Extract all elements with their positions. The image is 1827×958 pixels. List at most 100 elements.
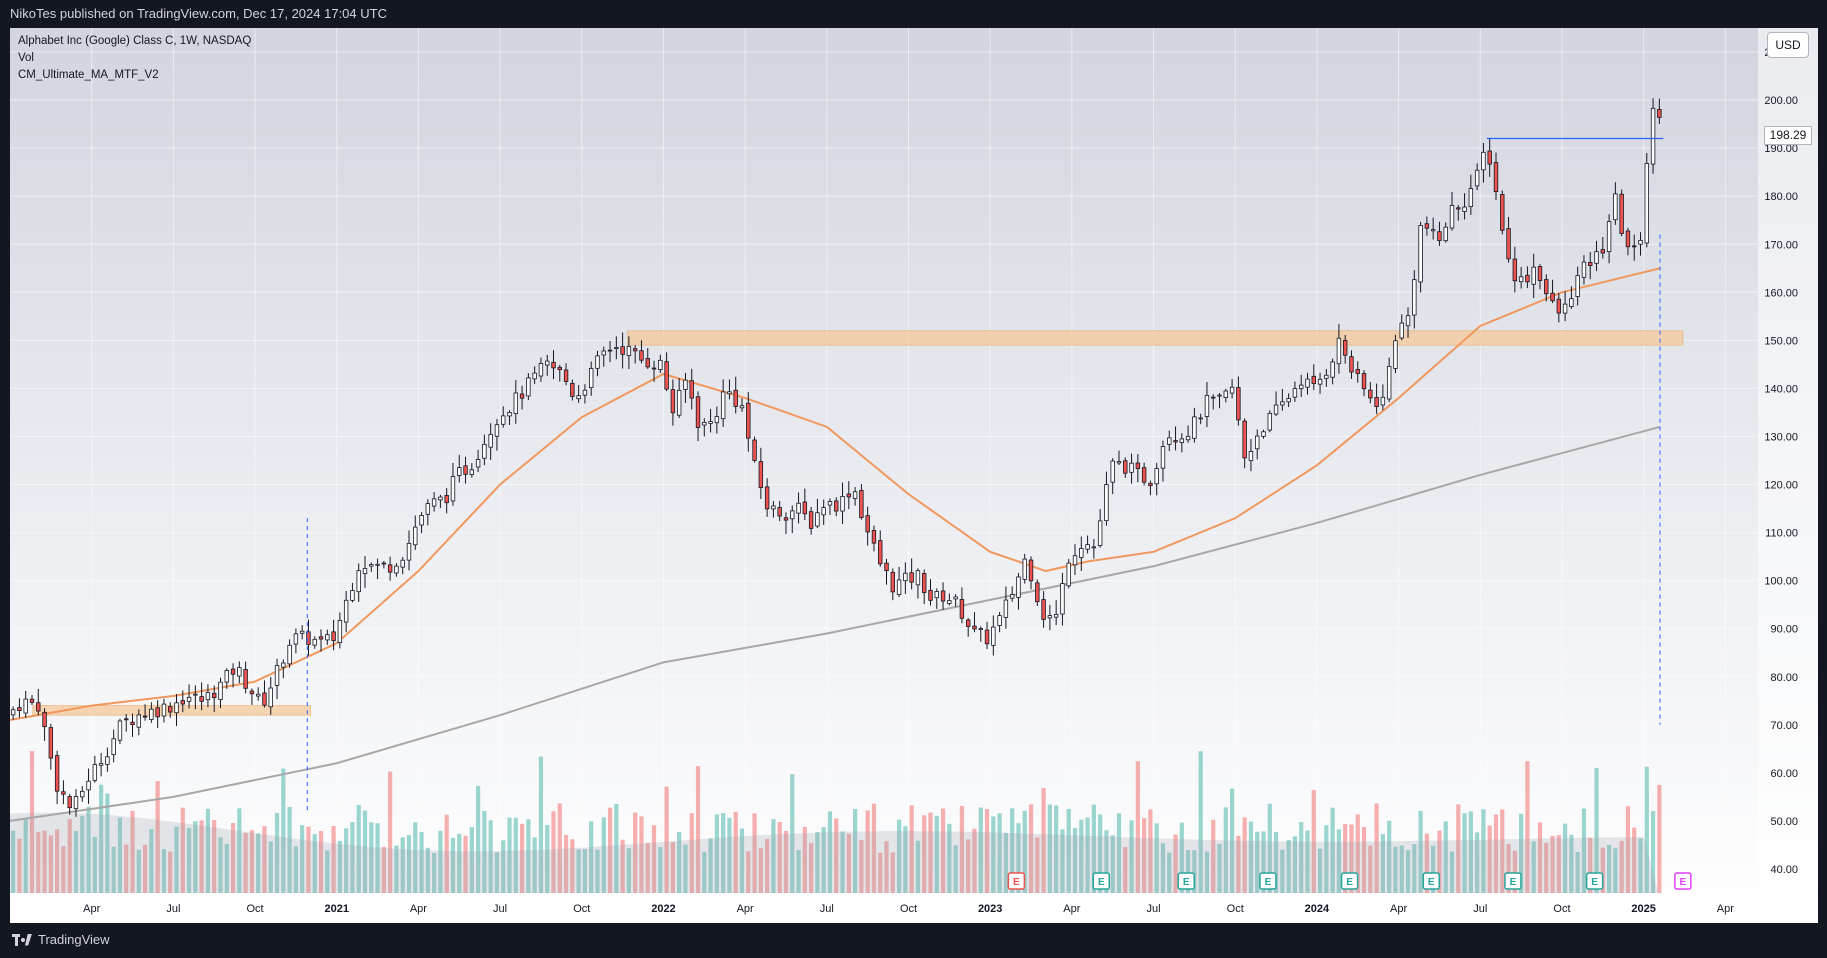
volume-bar: [1085, 817, 1090, 893]
candle-body: [1016, 576, 1021, 598]
candle-body: [815, 512, 820, 527]
volume-bar: [306, 826, 311, 893]
volume-bar: [1273, 832, 1279, 893]
earnings-marker-icon[interactable]: [1340, 872, 1359, 890]
candle-body: [1632, 245, 1637, 248]
ma-fast-line[interactable]: [10, 267, 1661, 721]
volume-bar: [1368, 845, 1373, 893]
candle-body: [10, 709, 16, 716]
volume-bar: [790, 774, 795, 893]
candle-body: [350, 590, 355, 601]
volume-bar: [903, 826, 908, 893]
volume-bar: [513, 817, 518, 893]
indicator-label[interactable]: CM_Ultimate_MA_MTF_V2: [18, 69, 159, 81]
earnings-marker-icon[interactable]: [1674, 872, 1692, 890]
candle-body: [720, 391, 726, 420]
candle-body: [576, 395, 581, 400]
volume-bar: [1060, 829, 1065, 893]
volume-bar: [344, 828, 349, 893]
ma-slow-line[interactable]: [10, 425, 1661, 822]
candle-body: [124, 718, 129, 721]
volume-bar: [1393, 846, 1398, 893]
volume-bar: [532, 837, 537, 893]
candle-body: [557, 366, 562, 371]
candle-body: [1506, 228, 1511, 260]
y-tick-label: 90.00: [1770, 624, 1798, 636]
candle-body: [639, 350, 644, 361]
earnings-marker-icon[interactable]: [1092, 872, 1111, 890]
volume-bar: [1267, 803, 1272, 893]
volume-label[interactable]: Vol: [18, 52, 34, 64]
volume-bar: [1286, 840, 1291, 893]
earnings-marker-label: E: [1013, 877, 1020, 888]
volume-bar: [318, 830, 324, 893]
candle-body: [1437, 231, 1442, 241]
volume-bar: [1437, 830, 1442, 893]
price-axis[interactable]: 210.00200.00190.00180.00170.00160.00150.…: [1764, 47, 1798, 876]
earnings-marker-icon[interactable]: [1422, 872, 1441, 890]
currency-button[interactable]: USD: [1767, 32, 1809, 58]
volume-bar: [1456, 804, 1461, 893]
candle-body: [249, 690, 255, 695]
candle-body: [865, 515, 870, 533]
volume-bar: [1192, 850, 1197, 893]
candle-body: [268, 687, 273, 708]
earnings-marker-icon[interactable]: [1259, 872, 1277, 890]
volume-bar: [375, 823, 380, 893]
y-tick-label: 130.00: [1764, 431, 1798, 443]
candle-body: [890, 571, 895, 593]
brand-label: TradingView: [38, 932, 110, 947]
volume-bar: [161, 849, 167, 893]
candle-body: [884, 562, 889, 572]
x-tick-label: 2021: [324, 903, 348, 915]
volume-bar: [991, 816, 996, 893]
earnings-marker-label: E: [1183, 877, 1190, 888]
volume-bar: [1010, 808, 1015, 893]
volume-bar: [1644, 766, 1649, 893]
candle-body: [1223, 390, 1229, 398]
symbol-title[interactable]: Alphabet Inc (Google) Class C, 1W, NASDA…: [18, 35, 252, 47]
candle-body: [626, 346, 632, 357]
earnings-marker-label: E: [1680, 877, 1687, 888]
candle-body: [1430, 229, 1436, 232]
y-tick-label: 140.00: [1764, 383, 1798, 395]
y-tick-label: 200.00: [1764, 95, 1798, 107]
volume-bar: [350, 822, 355, 893]
y-tick-label: 100.00: [1764, 576, 1798, 588]
earnings-marker-icon[interactable]: [1177, 872, 1195, 890]
earnings-marker-label: E: [1510, 877, 1517, 888]
price-scale-background[interactable]: [1758, 28, 1818, 923]
earnings-marker-icon[interactable]: [1007, 872, 1026, 890]
earnings-marker-icon[interactable]: [1585, 872, 1604, 890]
volume-bar: [1657, 784, 1662, 893]
tradingview-brand[interactable]: TradingView: [12, 932, 110, 947]
volume-bar: [1317, 848, 1323, 893]
volume-bar: [658, 847, 663, 893]
candle-body: [406, 542, 412, 561]
candle-body: [394, 565, 399, 574]
candle-body: [168, 706, 173, 713]
volume-bar: [432, 852, 437, 893]
price-zone[interactable]: [627, 330, 1684, 346]
candle-body: [1248, 451, 1254, 462]
x-tick-label: Jul: [166, 903, 180, 915]
volume-bar: [1217, 843, 1222, 893]
candle-body: [1525, 274, 1530, 283]
volume-bar: [488, 820, 493, 893]
x-tick-label: Jul: [820, 903, 834, 915]
publish-info: NikoTes published on TradingView.com, De…: [10, 6, 387, 21]
volume-bar: [1443, 821, 1448, 893]
volume-bar: [1229, 788, 1235, 893]
volume-bar: [626, 848, 632, 893]
volume-bar: [852, 808, 858, 893]
volume-bar: [1399, 845, 1404, 893]
time-axis[interactable]: Apr Jul Oct 2021 Apr Jul Oct 2022 Apr Jul Oct 2023 A…: [10, 893, 1758, 923]
volume-bar: [199, 820, 204, 893]
earnings-marker-icon[interactable]: [1504, 872, 1522, 890]
candle-body: [752, 439, 757, 461]
candle-body: [92, 764, 98, 781]
volume-bar: [325, 850, 330, 893]
candle-body: [965, 619, 971, 627]
volume-bar: [1405, 850, 1411, 893]
